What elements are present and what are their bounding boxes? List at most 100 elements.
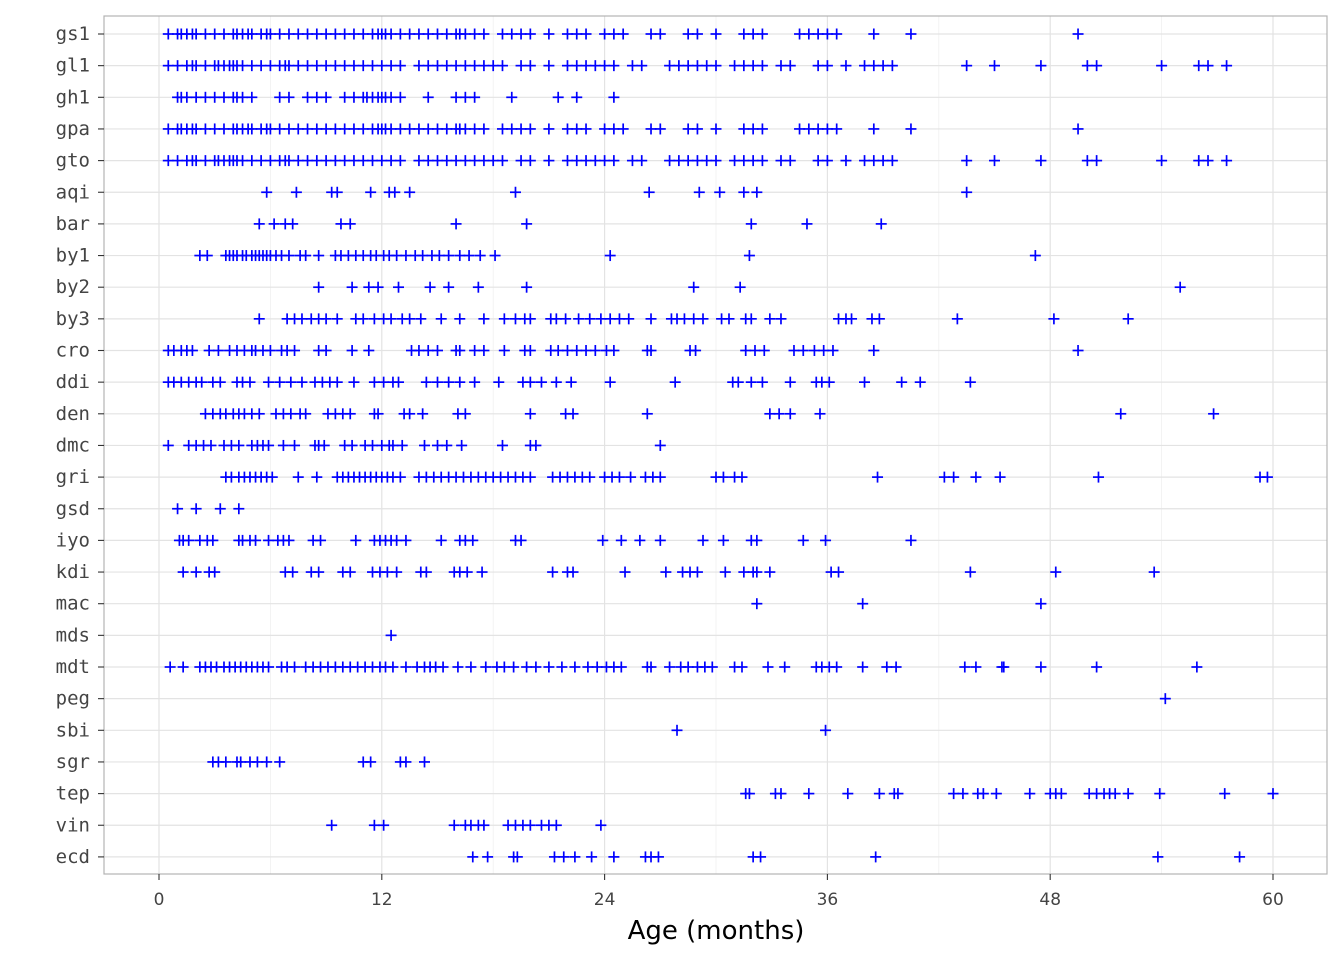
data-point-gto bbox=[199, 155, 211, 167]
data-point-gh1 bbox=[552, 91, 564, 103]
data-point-by1 bbox=[300, 250, 312, 262]
data-point-bar bbox=[287, 218, 299, 230]
data-point-cro bbox=[346, 345, 358, 356]
data-point-vin bbox=[595, 819, 607, 831]
data-point-den bbox=[1208, 408, 1220, 420]
data-point-gto bbox=[821, 155, 833, 167]
data-point-gh1 bbox=[459, 91, 471, 103]
data-point-ddi bbox=[420, 376, 432, 388]
data-point-mdt bbox=[1091, 661, 1103, 673]
data-point-gto bbox=[450, 155, 462, 167]
y-tick-label-mac: mac bbox=[56, 593, 90, 615]
data-point-mdt bbox=[387, 661, 399, 673]
data-point-sgr bbox=[235, 756, 247, 768]
data-point-aqi bbox=[643, 186, 655, 198]
data-point-gto bbox=[264, 155, 276, 167]
data-point-gl1 bbox=[775, 60, 787, 72]
data-point-kdi bbox=[738, 566, 750, 578]
data-point-by3 bbox=[745, 313, 757, 325]
data-point-gto bbox=[561, 155, 573, 167]
data-point-gl1 bbox=[691, 60, 703, 72]
data-point-tep bbox=[1109, 788, 1121, 800]
data-point-gl1 bbox=[162, 60, 174, 72]
y-tick-label-gto: gto bbox=[56, 150, 90, 172]
data-point-gl1 bbox=[469, 60, 481, 72]
data-point-kdi bbox=[461, 566, 473, 578]
data-point-gs1 bbox=[394, 28, 406, 40]
data-point-den bbox=[417, 408, 429, 420]
x-tick-label-60: 60 bbox=[1262, 890, 1284, 910]
data-point-den bbox=[814, 408, 826, 420]
data-point-ddi bbox=[914, 376, 926, 388]
data-point-cro bbox=[740, 345, 752, 356]
data-point-gs1 bbox=[459, 28, 471, 40]
data-point-den bbox=[300, 408, 312, 420]
data-point-by3 bbox=[951, 313, 963, 325]
data-point-gri bbox=[266, 471, 278, 483]
data-point-gto bbox=[339, 155, 351, 167]
data-point-gl1 bbox=[246, 60, 258, 72]
data-point-gl1 bbox=[961, 60, 973, 72]
data-point-ddi bbox=[296, 376, 308, 388]
y-tick-label-by3: by3 bbox=[56, 308, 90, 330]
data-point-mac bbox=[857, 598, 869, 610]
y-tick-label-tep: tep bbox=[56, 783, 90, 805]
data-point-by2 bbox=[313, 281, 325, 293]
data-point-gto bbox=[432, 155, 443, 167]
data-point-gpa bbox=[339, 123, 351, 135]
y-tick-label-gpa: gpa bbox=[56, 118, 90, 140]
data-point-kdi bbox=[391, 566, 403, 578]
data-point-by1 bbox=[433, 250, 445, 262]
data-point-gri bbox=[311, 471, 323, 483]
data-point-by2 bbox=[688, 281, 700, 293]
data-point-mdt bbox=[556, 661, 568, 673]
data-point-by3 bbox=[604, 313, 616, 325]
data-point-gs1 bbox=[543, 28, 555, 40]
data-point-gto bbox=[422, 155, 434, 167]
data-point-dmc bbox=[205, 439, 217, 451]
data-point-kdi bbox=[660, 566, 672, 578]
data-point-ddi bbox=[454, 376, 466, 388]
data-point-gl1 bbox=[561, 60, 573, 72]
data-point-gs1 bbox=[329, 28, 341, 40]
data-point-cro bbox=[264, 345, 276, 356]
data-point-gpa bbox=[599, 123, 611, 135]
x-tick-label-36: 36 bbox=[817, 890, 839, 910]
data-point-gl1 bbox=[302, 60, 314, 72]
data-point-gri bbox=[1092, 471, 1104, 483]
data-point-gh1 bbox=[237, 91, 249, 103]
data-point-dmc bbox=[233, 439, 245, 451]
y-tick-label-dmc: dmc bbox=[56, 434, 90, 456]
data-point-cro bbox=[552, 345, 564, 356]
data-point-dmc bbox=[263, 439, 275, 451]
data-point-kdi bbox=[1148, 566, 1160, 578]
data-point-gpa bbox=[682, 123, 694, 135]
data-point-gl1 bbox=[543, 60, 555, 72]
data-point-gl1 bbox=[710, 60, 722, 72]
data-point-gpa bbox=[747, 123, 759, 135]
data-point-gs1 bbox=[339, 28, 351, 40]
data-point-cro bbox=[788, 345, 800, 356]
data-point-gl1 bbox=[413, 60, 425, 72]
data-point-by2 bbox=[472, 281, 484, 293]
data-point-gs1 bbox=[478, 28, 490, 40]
data-point-ecd bbox=[1152, 851, 1164, 863]
x-tick-label-24: 24 bbox=[594, 890, 616, 910]
data-point-den bbox=[253, 408, 265, 420]
data-point-kdi bbox=[344, 566, 356, 578]
data-point-mdt bbox=[508, 661, 520, 673]
data-point-gs1 bbox=[580, 28, 592, 40]
data-point-gpa bbox=[218, 123, 230, 135]
data-point-by1 bbox=[454, 250, 466, 262]
data-point-gpa bbox=[496, 123, 508, 135]
data-point-aqi bbox=[365, 186, 377, 198]
data-point-gpa bbox=[691, 123, 703, 135]
data-point-dmc bbox=[419, 439, 431, 451]
data-point-gl1 bbox=[1156, 60, 1168, 72]
y-tick-label-vin: vin bbox=[56, 814, 90, 836]
data-point-gpa bbox=[404, 123, 416, 135]
data-point-dmc bbox=[456, 439, 468, 451]
data-point-by3 bbox=[296, 313, 308, 325]
data-point-gs1 bbox=[311, 28, 323, 40]
y-tick-label-ecd: ecd bbox=[56, 846, 90, 868]
